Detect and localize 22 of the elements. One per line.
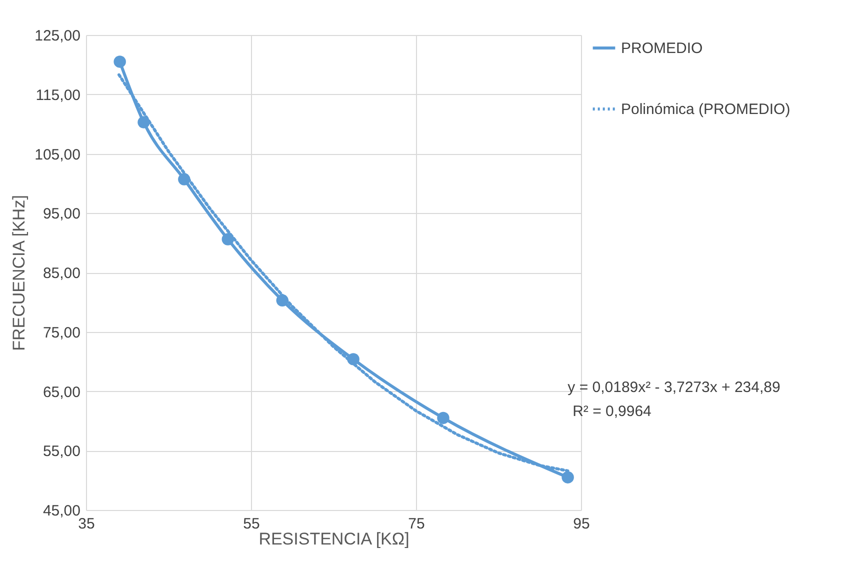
x-tick-label: 55 xyxy=(243,516,260,532)
annotation: R² = 0,9964 xyxy=(572,403,652,420)
y-axis-title: FRECUENCIA [KHz] xyxy=(10,195,29,351)
y-tick-label: 125,00 xyxy=(34,28,80,44)
y-tick-label: 115,00 xyxy=(36,86,80,104)
y-tick-label: 75,00 xyxy=(42,324,80,342)
point xyxy=(114,56,126,68)
point xyxy=(437,412,450,424)
x-tick-label: 75 xyxy=(408,516,425,532)
y-tick-label: 65,00 xyxy=(42,384,80,401)
y-tick-label: 45,00 xyxy=(42,502,80,520)
point xyxy=(562,471,574,484)
y-tick-label: 95,00 xyxy=(42,206,80,223)
y-tick-label: 105,00 xyxy=(34,146,80,164)
legend-label: PROMEDIO xyxy=(621,40,703,57)
legend-label: Polinómica (PROMEDIO) xyxy=(621,101,790,118)
y-tick-label: 55,00 xyxy=(42,443,80,460)
y-tick-label: 85,00 xyxy=(42,265,80,282)
x-tick-label: 95 xyxy=(573,516,590,532)
x-tick-label: 35 xyxy=(78,516,95,532)
x-axis-title: RESISTENCIA [KΩ] xyxy=(258,530,410,548)
annotation: y = 0,0189x² - 3,7273x + 234,89 xyxy=(568,379,780,396)
